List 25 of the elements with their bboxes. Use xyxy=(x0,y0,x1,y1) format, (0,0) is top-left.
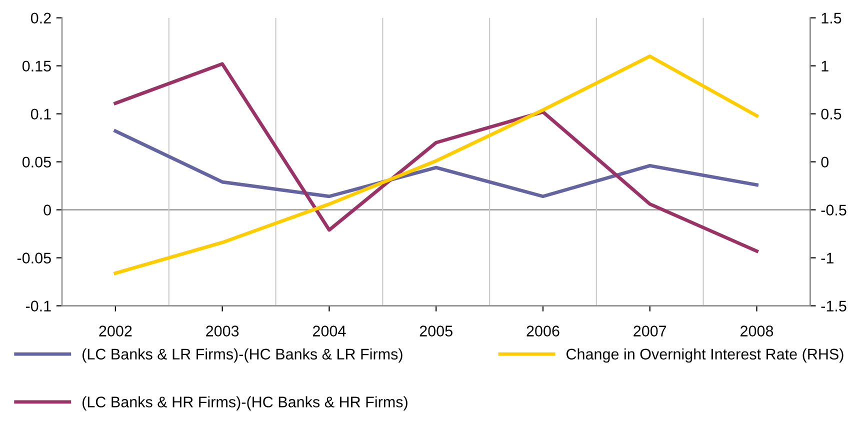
x-tick-label: 2004 xyxy=(312,326,346,336)
y-tick-label: 0.05 xyxy=(22,156,51,168)
y2-tick-label: 0 xyxy=(821,156,829,168)
x-tick-label: 2006 xyxy=(526,326,560,336)
x-tick-label: 2002 xyxy=(99,326,132,336)
legend-label: Change in Overnight Interest Rate (RHS) xyxy=(566,348,844,363)
y-tick-label: -0.1 xyxy=(26,300,51,312)
y2-tick-label: 1.5 xyxy=(822,12,842,24)
y-tick-label: 0.15 xyxy=(22,60,51,72)
line-series xyxy=(114,129,758,198)
y2-tick-label: -1 xyxy=(821,252,834,264)
legend-label: (LC Banks & LR Firms)-(HC Banks & LR Firms) xyxy=(82,348,402,363)
x-tick-label: 2008 xyxy=(740,326,774,336)
y2-tick-label: 0.5 xyxy=(821,108,842,120)
y-tick-label: 0.1 xyxy=(30,108,51,120)
y-tick-label: 0.2 xyxy=(30,12,51,24)
x-tick-label: 2007 xyxy=(634,326,666,336)
x-tick-label: 2003 xyxy=(206,326,239,336)
x-tick-label: 2005 xyxy=(420,326,452,336)
y2-tick-label: -1.5 xyxy=(821,300,846,312)
y2-tick-label: 1 xyxy=(822,60,828,72)
y-tick-label: -0.05 xyxy=(17,252,51,264)
y-tick-label: 0 xyxy=(44,204,51,216)
legend-label: (LC Banks & HR Firms)-(HC Banks & HR Firms) xyxy=(82,396,408,410)
y2-tick-label: -0.5 xyxy=(821,204,846,216)
